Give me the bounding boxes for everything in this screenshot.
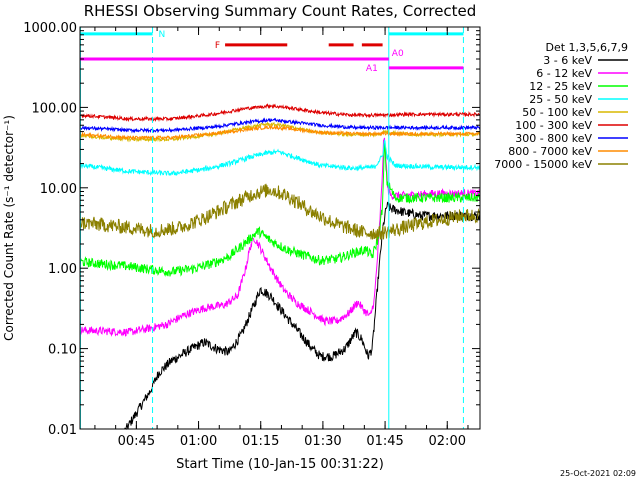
series-line-7	[80, 124, 481, 141]
series-line-6	[79, 117, 481, 134]
legend-label: 50 - 100 keV	[522, 106, 592, 119]
x-tick-label: 01:30	[304, 434, 341, 449]
legend-label: 12 - 25 keV	[529, 80, 592, 93]
series-line-1	[79, 137, 481, 337]
x-tick-label: 02:00	[429, 434, 466, 449]
x-tick-label: 01:00	[180, 434, 217, 449]
x-axis-label: Start Time (10-Jan-15 00:31:22)	[176, 457, 384, 472]
axes-layer: 1000.00 100.00 10.00 1.00 0.10 0.01 00:45 01:00…	[23, 21, 480, 449]
series-line-8	[79, 183, 481, 241]
flag-label-N: N	[159, 30, 166, 40]
legend-label: 6 - 12 keV	[536, 67, 592, 80]
y-tick-label: 0.01	[48, 423, 77, 438]
series-layer	[79, 103, 481, 430]
flag-label-A0: A0	[392, 49, 404, 59]
legend-label: 800 - 7000 keV	[508, 145, 592, 158]
chart-title: RHESSI Observing Summary Count Rates, Co…	[84, 2, 477, 20]
flag-label-F: F	[215, 41, 220, 51]
y-axis-label: Corrected Count Rate (s⁻¹ detector⁻¹)	[2, 115, 16, 341]
y-tick-label: 0.10	[48, 343, 77, 358]
legend-label: 300 - 800 keV	[515, 132, 592, 145]
legend-title: Det 1,3,5,6,7,9	[545, 41, 628, 54]
legend-label: 3 - 6 keV	[543, 54, 592, 67]
legend-label: 100 - 300 keV	[515, 119, 592, 132]
x-tick-label: 01:45	[366, 434, 403, 449]
x-tick-label: 01:15	[242, 434, 279, 449]
y-tick-label: 100.00	[32, 101, 78, 116]
y-tick-label: 1000.00	[23, 21, 77, 36]
y-tick-label: 10.00	[40, 182, 77, 197]
flag-label-A1: A1	[366, 64, 378, 74]
series-line-5	[79, 103, 481, 123]
legend-label: 25 - 50 keV	[529, 93, 592, 106]
series-line-0	[80, 201, 481, 430]
x-tick-label: 00:45	[118, 434, 155, 449]
y-tick-label: 1.00	[48, 262, 77, 277]
series-line-3	[80, 139, 481, 177]
series-line-2	[79, 141, 481, 278]
plot-frame	[79, 26, 481, 430]
legend-label: 7000 - 15000 keV	[494, 158, 592, 171]
footer-date: 25-Oct-2021 02:09	[560, 469, 636, 478]
